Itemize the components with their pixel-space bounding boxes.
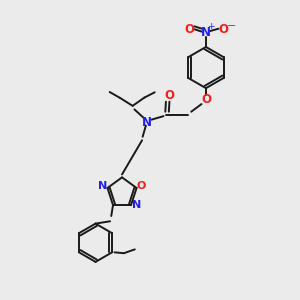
Text: +: + xyxy=(208,22,215,31)
Text: O: O xyxy=(218,23,228,36)
Text: N: N xyxy=(142,116,152,128)
Text: O: O xyxy=(201,93,211,106)
Text: O: O xyxy=(136,181,146,190)
Text: −: − xyxy=(226,21,236,31)
Text: O: O xyxy=(164,89,174,102)
Text: N: N xyxy=(201,26,211,39)
Text: N: N xyxy=(132,200,141,210)
Text: O: O xyxy=(185,23,195,36)
Text: N: N xyxy=(98,182,107,191)
